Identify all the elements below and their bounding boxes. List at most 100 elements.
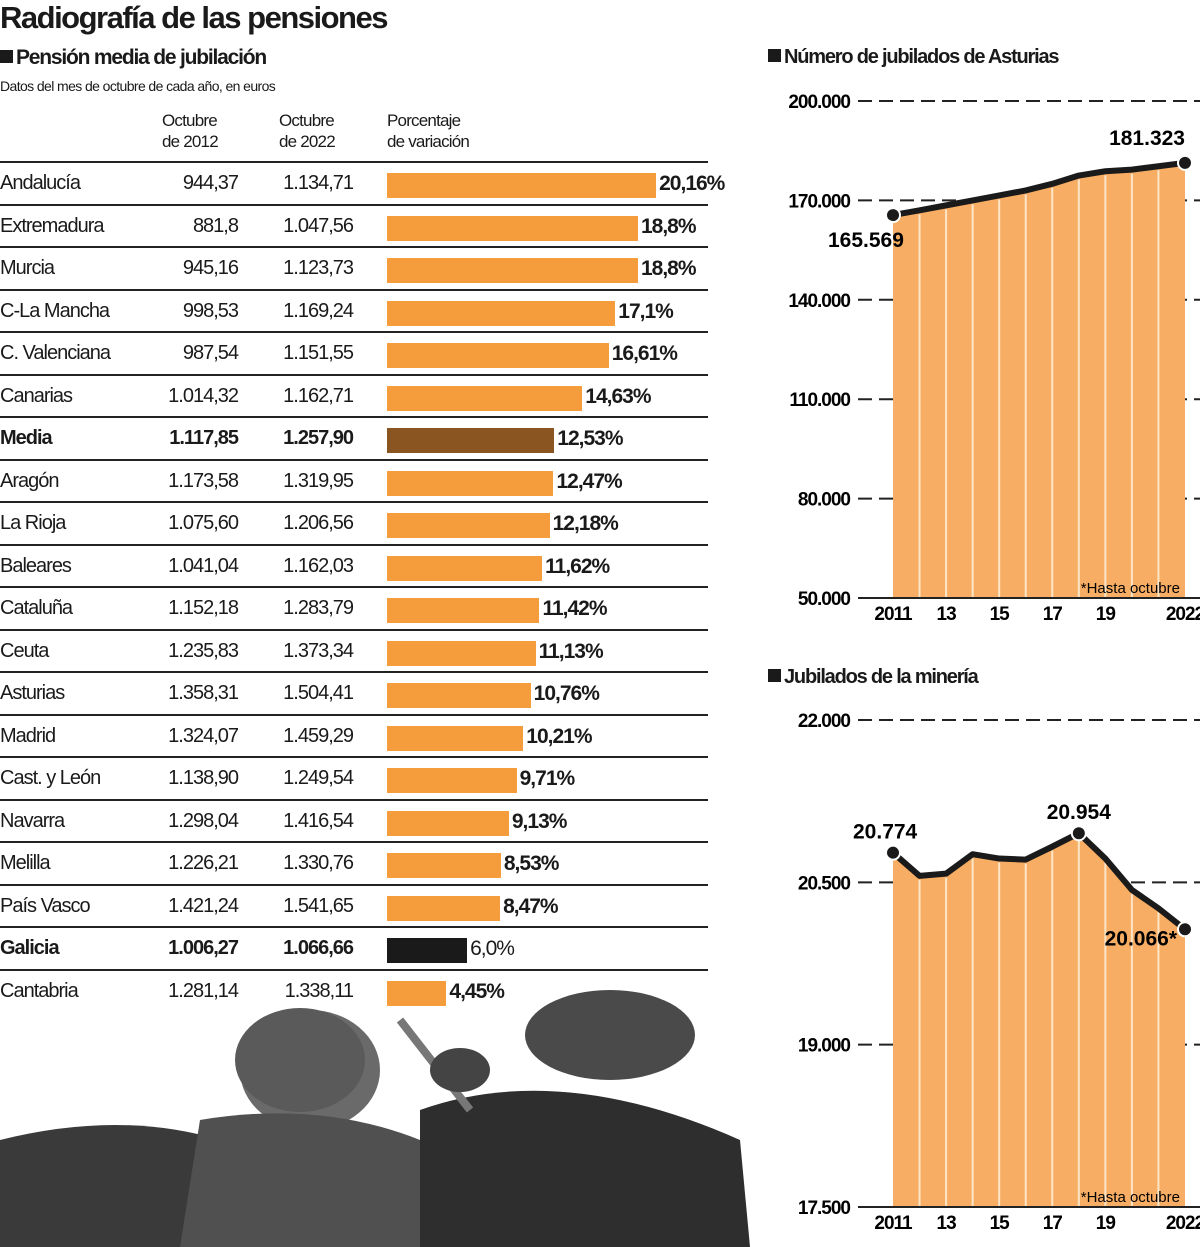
table-row: Extremadura 881,8 1.047,56 18,8%	[0, 203, 708, 248]
header-2022: Octubre de 2022	[279, 110, 336, 152]
square-bullet-icon	[768, 669, 781, 682]
region-name: Media	[0, 427, 53, 449]
value-2012: 1.298,04	[168, 809, 239, 832]
variation-label: 14,63%	[585, 384, 651, 408]
variation-bar	[387, 173, 657, 198]
variation-label: 9,71%	[519, 767, 576, 790]
area-fill	[893, 833, 1185, 1207]
variation-label: 11,13%	[538, 639, 604, 663]
region-name: Murcia	[0, 257, 55, 279]
photo-pensioners	[0, 990, 750, 1247]
value-2012: 1.235,83	[168, 639, 239, 662]
footnote: *Hasta octubre	[1081, 580, 1180, 597]
y-tick-label: 170.000	[788, 191, 850, 212]
point-label: 165.569	[828, 229, 904, 252]
asturias-chart-title: Número de jubilados de Asturias	[768, 46, 1060, 69]
variation-bar	[387, 215, 638, 241]
y-tick-label: 80.000	[798, 490, 851, 511]
value-2022: 1.459,29	[283, 724, 354, 747]
y-tick-label: 110.000	[789, 390, 850, 411]
y-tick-label: 19.000	[798, 1036, 851, 1057]
value-2012: 944,37	[182, 172, 239, 194]
variation-label: 18,8%	[640, 257, 697, 280]
table-row: País Vasco 1.421,24 1.541,65 8,47%	[0, 883, 708, 928]
value-2022: 1.151,55	[283, 342, 354, 364]
value-2022: 1.330,76	[283, 852, 354, 874]
value-2022: 1.162,03	[283, 554, 354, 577]
value-2012: 1.421,24	[168, 894, 239, 917]
table-section-title-text: Pensión media de jubilación	[16, 46, 267, 69]
value-2012: 881,8	[192, 214, 239, 237]
variation-label: 18,8%	[640, 214, 697, 238]
variation-label: 17,1%	[618, 299, 674, 323]
point-label: 20.954	[1047, 801, 1112, 824]
variation-bar	[387, 470, 554, 496]
variation-bar	[387, 895, 501, 921]
annotated-point	[1177, 154, 1193, 171]
value-2012: 1.226,21	[168, 852, 239, 874]
variation-bar	[387, 683, 531, 708]
region-name: Extremadura	[0, 214, 104, 237]
variation-bar	[387, 343, 609, 368]
table-subtitle: Datos del mes de octubre de cada año, en…	[0, 78, 276, 94]
value-2022: 1.257,90	[283, 427, 354, 449]
value-2022: 1.319,95	[283, 469, 354, 492]
value-2022: 1.416,54	[283, 809, 354, 832]
variation-label: 12,47%	[556, 469, 622, 493]
square-bullet-icon	[768, 49, 781, 62]
region-name: Baleares	[0, 554, 72, 577]
region-name: Andalucía	[0, 172, 81, 194]
y-tick-label: 20.500	[798, 873, 851, 894]
value-2012: 1.006,27	[168, 937, 239, 959]
value-2022: 1.047,56	[283, 214, 354, 237]
footnote: *Hasta octubre	[1081, 1189, 1180, 1206]
value-2012: 1.041,04	[168, 554, 239, 577]
region-name: Melilla	[0, 852, 51, 874]
header-2022-line2: de 2022	[279, 132, 336, 151]
region-name: Cataluña	[0, 597, 73, 619]
value-2022: 1.134,71	[283, 172, 354, 194]
table-row: Murcia 945,16 1.123,73 18,8%	[0, 246, 708, 290]
y-tick-label: 140.000	[788, 291, 850, 312]
value-2012: 1.358,31	[168, 682, 239, 704]
point-label: 20.066*	[1105, 927, 1178, 950]
header-pct: Porcentaje de variación	[387, 110, 470, 152]
region-name: País Vasco	[0, 894, 91, 917]
variation-bar	[387, 725, 524, 751]
header-2012-line1: Octubre	[162, 111, 218, 130]
variation-label: 4,45%	[449, 979, 505, 1003]
header-pct-line2: de variación	[387, 132, 470, 151]
x-tick-label: 17	[1043, 1213, 1063, 1234]
variation-label: 11,62%	[545, 554, 610, 578]
value-2012: 1.152,18	[168, 597, 239, 619]
x-tick-label: 2022	[1166, 604, 1200, 625]
variation-bar	[387, 513, 550, 538]
variation-bar	[387, 853, 501, 878]
header-2012: Octubre de 2012	[162, 110, 219, 152]
value-2022: 1.206,56	[283, 512, 354, 534]
variation-label: 9,13%	[511, 809, 568, 833]
value-2012: 1.014,32	[168, 384, 239, 407]
variation-label: 20,16%	[659, 172, 725, 195]
header-2012-line2: de 2012	[162, 132, 219, 151]
annotated-point	[1177, 921, 1193, 938]
value-2012: 945,16	[182, 257, 239, 279]
variation-bar	[387, 258, 638, 283]
variation-label: 6,0%	[470, 937, 515, 960]
region-name: Asturias	[0, 682, 65, 704]
variation-label: 10,76%	[533, 682, 600, 705]
table-row: C-La Mancha 998,53 1.169,24 17,1%	[0, 288, 708, 333]
value-2022: 1.249,54	[283, 767, 354, 789]
y-tick-label: 17.500	[798, 1198, 851, 1219]
annotated-point	[1070, 825, 1087, 842]
table-section-title: Pensión media de jubilación	[0, 46, 267, 70]
region-name: Navarra	[0, 809, 65, 832]
variation-label: 8,47%	[503, 894, 559, 918]
region-name: Madrid	[0, 724, 56, 747]
variation-label: 11,42%	[542, 597, 607, 620]
region-name: C. Valenciana	[0, 342, 111, 364]
region-name: Ceuta	[0, 639, 49, 662]
value-2012: 1.075,60	[168, 512, 239, 534]
region-name: Aragón	[0, 469, 59, 492]
y-tick-label: 22.000	[798, 711, 851, 732]
